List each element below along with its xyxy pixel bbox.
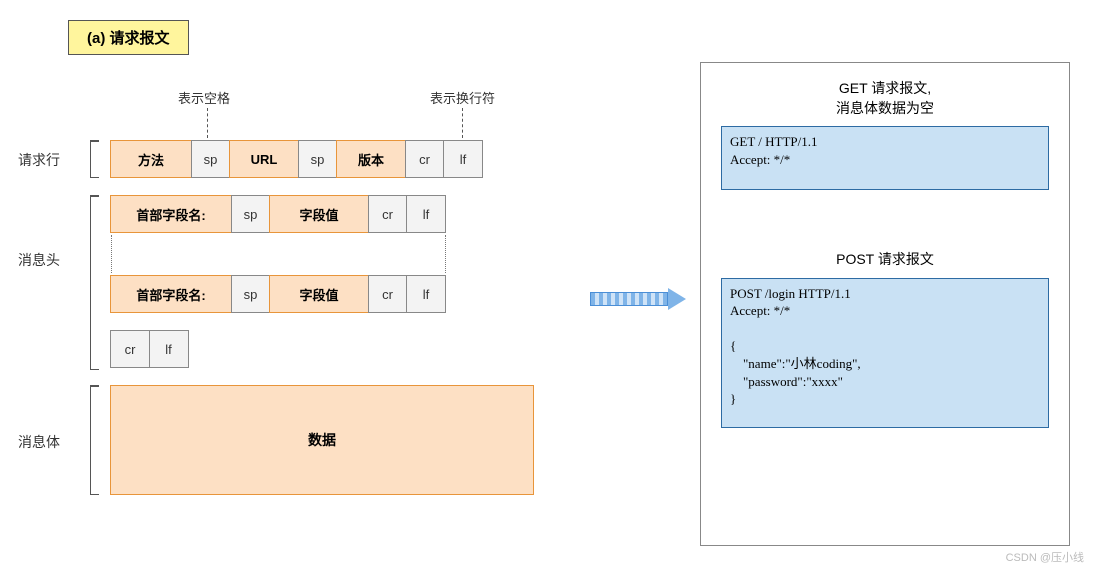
watermark: CSDN @压小线	[1006, 549, 1084, 565]
cell-cr-blank: cr	[110, 330, 150, 368]
cell-lf-1: lf	[443, 140, 483, 178]
dots-right	[445, 235, 446, 273]
caption-space: 表示空格	[178, 88, 230, 107]
cell-body: 数据	[110, 385, 534, 495]
arrow-head	[668, 288, 686, 310]
row-header-1: 首部字段名: sp 字段值 cr lf	[110, 195, 445, 233]
cell-sp-2: sp	[298, 140, 338, 178]
pointer-space	[207, 108, 208, 138]
cell-lf-blank: lf	[149, 330, 189, 368]
arrow-shaft	[590, 292, 668, 306]
cell-url: URL	[229, 140, 299, 178]
arrow-icon	[590, 288, 686, 310]
cell-header-name-1: 首部字段名:	[110, 195, 232, 233]
caption-newline: 表示换行符	[430, 88, 495, 107]
right-panel: GET 请求报文, 消息体数据为空 GET / HTTP/1.1 Accept:…	[700, 62, 1070, 546]
row-blank-line: cr lf	[110, 330, 187, 368]
label-body: 消息体	[18, 432, 60, 452]
cell-lf-2: lf	[406, 195, 446, 233]
cell-sp-n: sp	[231, 275, 271, 313]
cell-sp-3: sp	[231, 195, 271, 233]
cell-lf-n: lf	[406, 275, 446, 313]
cell-cr-2: cr	[368, 195, 408, 233]
pointer-newline	[462, 108, 463, 138]
cell-version: 版本	[336, 140, 406, 178]
cell-header-name-n: 首部字段名:	[110, 275, 232, 313]
row-header-n: 首部字段名: sp 字段值 cr lf	[110, 275, 445, 313]
brace-request-line	[90, 140, 104, 178]
get-title: GET 请求报文, 消息体数据为空	[721, 79, 1049, 118]
cell-header-value-1: 字段值	[269, 195, 369, 233]
cell-cr-1: cr	[405, 140, 445, 178]
post-title: POST 请求报文	[721, 250, 1049, 270]
brace-headers	[90, 195, 104, 370]
get-example: GET / HTTP/1.1 Accept: */*	[721, 126, 1049, 190]
diagram-title: (a) 请求报文	[68, 20, 189, 55]
post-example: POST /login HTTP/1.1 Accept: */* { "name…	[721, 278, 1049, 428]
row-request-line: 方法 sp URL sp 版本 cr lf	[110, 140, 482, 178]
dots-left	[111, 235, 112, 273]
get-title-l2: 消息体数据为空	[836, 100, 934, 116]
cell-cr-n: cr	[368, 275, 408, 313]
cell-method: 方法	[110, 140, 192, 178]
label-request-line: 请求行	[18, 150, 60, 170]
cell-header-value-n: 字段值	[269, 275, 369, 313]
brace-body	[90, 385, 104, 495]
cell-sp-1: sp	[191, 140, 231, 178]
label-headers: 消息头	[18, 250, 60, 270]
get-title-l1: GET 请求报文,	[839, 80, 931, 96]
